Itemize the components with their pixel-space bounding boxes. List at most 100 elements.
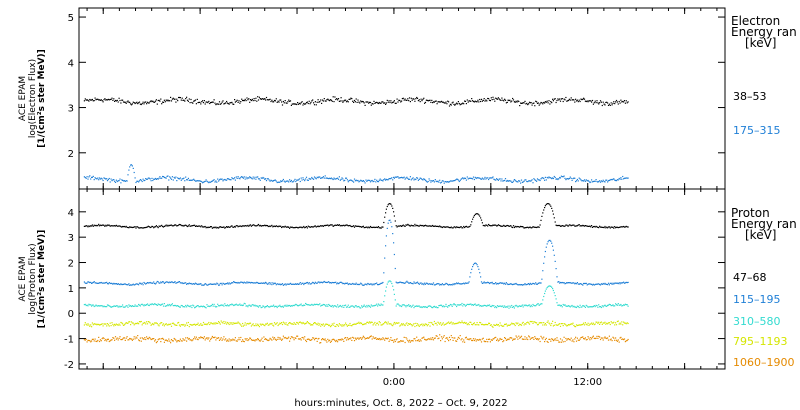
data-point (605, 101, 607, 104)
data-point (538, 104, 540, 106)
data-point (459, 335, 461, 337)
data-point (84, 303, 86, 305)
data-point (416, 325, 418, 327)
data-point (258, 282, 260, 284)
data-point (131, 339, 133, 341)
data-point (259, 340, 261, 342)
data-point (571, 99, 573, 101)
data-point (191, 101, 193, 104)
data-point (525, 304, 527, 306)
data-point (167, 175, 169, 177)
data-point (504, 283, 507, 285)
data-point (335, 340, 337, 343)
data-point (339, 179, 341, 181)
data-point (157, 178, 159, 180)
data-point (193, 338, 195, 340)
data-point (343, 282, 345, 284)
data-point (131, 305, 133, 307)
data-point (365, 323, 367, 325)
data-point (243, 225, 245, 227)
data-point (384, 178, 386, 180)
data-point (360, 337, 362, 339)
data-point (237, 226, 239, 228)
data-point (437, 283, 439, 285)
data-point (559, 281, 562, 284)
data-point (464, 100, 467, 102)
data-point (165, 281, 167, 283)
data-point (573, 341, 575, 343)
data-point (135, 227, 137, 229)
data-point (169, 100, 171, 102)
data-point (315, 282, 317, 284)
data-point (237, 101, 239, 103)
data-point (568, 305, 570, 307)
data-point (120, 338, 122, 341)
data-point (500, 180, 502, 182)
data-point (607, 304, 610, 306)
data-point (469, 338, 471, 340)
data-point (122, 225, 124, 228)
data-point (308, 338, 310, 340)
data-point (416, 282, 418, 284)
data-point (390, 337, 392, 339)
data-point (480, 178, 482, 180)
data-point (155, 178, 157, 180)
data-point (592, 226, 594, 228)
data-point (567, 178, 570, 180)
data-point (400, 177, 402, 179)
data-point (144, 304, 146, 306)
data-point (618, 282, 620, 284)
data-point (213, 303, 215, 305)
data-point (473, 303, 475, 305)
data-point (500, 282, 502, 284)
data-point (297, 283, 299, 285)
data-point (202, 102, 205, 104)
data-point (233, 322, 235, 324)
data-point (145, 178, 147, 180)
data-point (184, 282, 186, 284)
data-point (456, 282, 458, 284)
data-point (255, 282, 257, 284)
data-point (125, 180, 127, 182)
data-point (262, 305, 264, 307)
data-point (367, 306, 369, 308)
data-point (393, 100, 395, 102)
data-point (415, 340, 417, 342)
data-point (171, 322, 173, 324)
data-point (612, 226, 614, 228)
data-point (332, 96, 334, 98)
data-point (192, 304, 194, 306)
data-point (104, 225, 106, 227)
data-point (434, 337, 436, 339)
data-point (84, 225, 86, 227)
data-point (356, 322, 358, 324)
data-point (345, 99, 347, 101)
data-point (186, 337, 189, 339)
data-point (434, 322, 436, 325)
data-point (616, 320, 618, 323)
data-point (442, 322, 444, 324)
data-point (251, 98, 253, 100)
data-point (544, 339, 546, 341)
data-point (568, 224, 570, 226)
plot-frame (78, 188, 726, 370)
data-point (346, 224, 348, 226)
data-point (297, 323, 300, 325)
data-point (254, 340, 256, 342)
data-point (352, 180, 354, 182)
data-point (459, 104, 461, 106)
data-point (578, 324, 580, 326)
data-point (607, 227, 609, 229)
data-point (305, 103, 307, 105)
data-point (297, 102, 299, 104)
data-point (250, 339, 252, 341)
data-point (410, 179, 412, 181)
data-point (457, 304, 459, 306)
data-point (579, 225, 581, 227)
data-point (91, 322, 93, 324)
data-point (342, 283, 344, 285)
data-point (563, 336, 565, 338)
data-point (89, 340, 91, 342)
data-point (355, 179, 357, 181)
data-point (448, 226, 450, 228)
